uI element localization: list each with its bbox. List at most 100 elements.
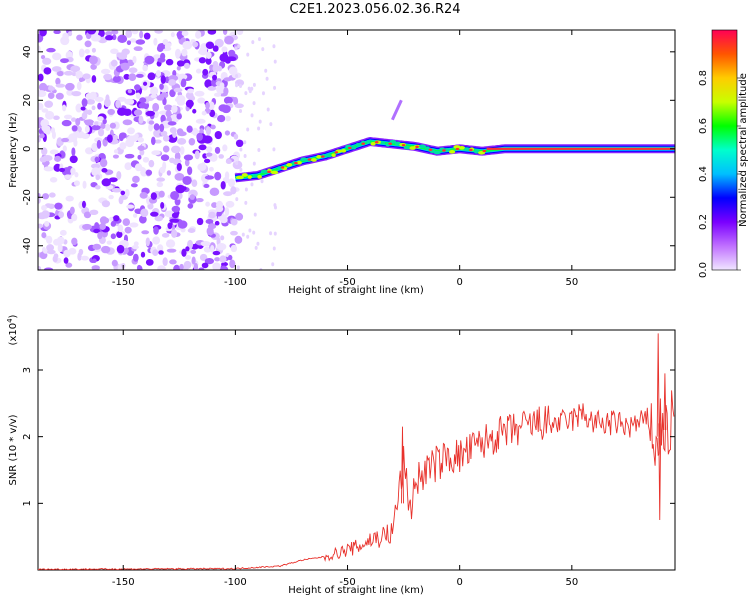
noise-cell <box>234 103 244 109</box>
noise-cell <box>197 163 207 171</box>
noise-cell <box>155 70 162 78</box>
noise-cell <box>120 62 130 71</box>
noise-cell <box>38 90 47 98</box>
noise-cell <box>46 47 56 53</box>
noise-cell <box>169 127 177 134</box>
noise-cell <box>80 106 86 111</box>
noise-cell <box>119 132 127 139</box>
noise-cell <box>204 258 214 265</box>
noise-cell <box>137 145 145 151</box>
ridge-peak <box>325 153 333 158</box>
noise-cell <box>184 158 190 167</box>
noise-cell <box>53 115 60 121</box>
noise-cell <box>41 205 47 211</box>
ridge-peak <box>280 166 285 169</box>
ridge-peak <box>334 151 339 154</box>
noise-cell <box>219 255 227 263</box>
noise-cell <box>220 216 228 224</box>
noise-cell <box>210 124 216 130</box>
noise-cell <box>235 212 244 221</box>
ridge-peak <box>321 155 325 158</box>
colorbar-tick-label: 0.0 <box>698 262 709 278</box>
noise-cell <box>212 74 218 81</box>
noise-cell <box>143 81 148 86</box>
noise-cell <box>187 88 194 94</box>
noise-cell <box>228 49 236 57</box>
noise-cell <box>59 229 67 236</box>
noise-cell <box>186 125 193 133</box>
noise-cell <box>207 30 217 35</box>
noise-cell <box>125 138 135 148</box>
noise-cell <box>105 123 111 132</box>
noise-cell <box>230 186 237 195</box>
noise-cell <box>145 258 154 266</box>
noise-cell <box>225 158 232 165</box>
noise-cell <box>116 52 122 58</box>
noise-cell <box>80 255 89 261</box>
noise-cell <box>225 200 235 208</box>
noise-cell <box>41 232 47 239</box>
noise-cell <box>126 204 135 209</box>
noise-cell <box>91 265 100 270</box>
noise-cell <box>157 244 164 252</box>
ridge-peak <box>448 150 456 154</box>
noise-cell <box>221 46 228 53</box>
colorbar-tick-label: 0.4 <box>698 166 709 182</box>
noise-cell <box>218 154 225 159</box>
noise-cell <box>195 68 202 74</box>
noise-cell <box>108 177 118 183</box>
noise-cell <box>90 163 101 169</box>
noise-cell <box>148 123 154 132</box>
noise-cell <box>258 119 262 124</box>
snr-spike <box>658 423 662 521</box>
noise-cell <box>243 153 247 158</box>
noise-cell <box>93 228 101 234</box>
noise-cell <box>193 262 199 270</box>
noise-cell <box>143 32 151 40</box>
noise-cell <box>246 127 250 132</box>
noise-cell <box>62 145 67 152</box>
y-scale-exponent: 4 <box>6 318 14 323</box>
noise-cell <box>137 154 142 160</box>
noise-cell <box>272 147 276 152</box>
noise-cell <box>165 58 174 66</box>
noise-cell <box>161 233 170 238</box>
noise-cell <box>175 94 186 104</box>
noise-cell <box>68 133 78 143</box>
noise-cell <box>48 203 55 209</box>
ridge-peak <box>433 150 442 155</box>
ridge-peak <box>455 147 460 151</box>
y-tick-label: -20 <box>22 189 33 205</box>
noise-cell <box>78 248 84 256</box>
noise-cell <box>71 237 78 246</box>
noise-cell <box>112 34 117 41</box>
noise-cell <box>264 68 268 73</box>
noise-cell <box>220 180 226 190</box>
noise-cell <box>169 259 177 265</box>
ridge-peak <box>316 154 322 159</box>
noise-cell <box>221 104 231 114</box>
noise-cell <box>228 254 233 261</box>
y-tick-label: 20 <box>22 94 33 107</box>
noise-cell <box>162 135 170 142</box>
ridge-peak <box>469 148 473 152</box>
noise-cell <box>156 95 165 101</box>
noise-cell <box>203 158 211 164</box>
noise-cell <box>132 213 138 218</box>
noise-cell <box>170 190 180 200</box>
noise-cell <box>217 114 226 123</box>
noise-cell <box>69 155 78 164</box>
noise-cell <box>38 45 41 53</box>
noise-cell <box>116 171 122 180</box>
noise-cell <box>67 31 73 37</box>
noise-cell <box>196 119 205 124</box>
snr-spike <box>401 426 404 504</box>
noise-cell <box>182 40 193 50</box>
noise-cell <box>150 94 158 99</box>
noise-cell <box>38 102 44 111</box>
noise-cell <box>108 216 114 222</box>
noise-cell <box>65 262 73 268</box>
noise-cell <box>116 231 123 238</box>
noise-cell <box>105 94 110 103</box>
noise-cell <box>205 51 212 59</box>
